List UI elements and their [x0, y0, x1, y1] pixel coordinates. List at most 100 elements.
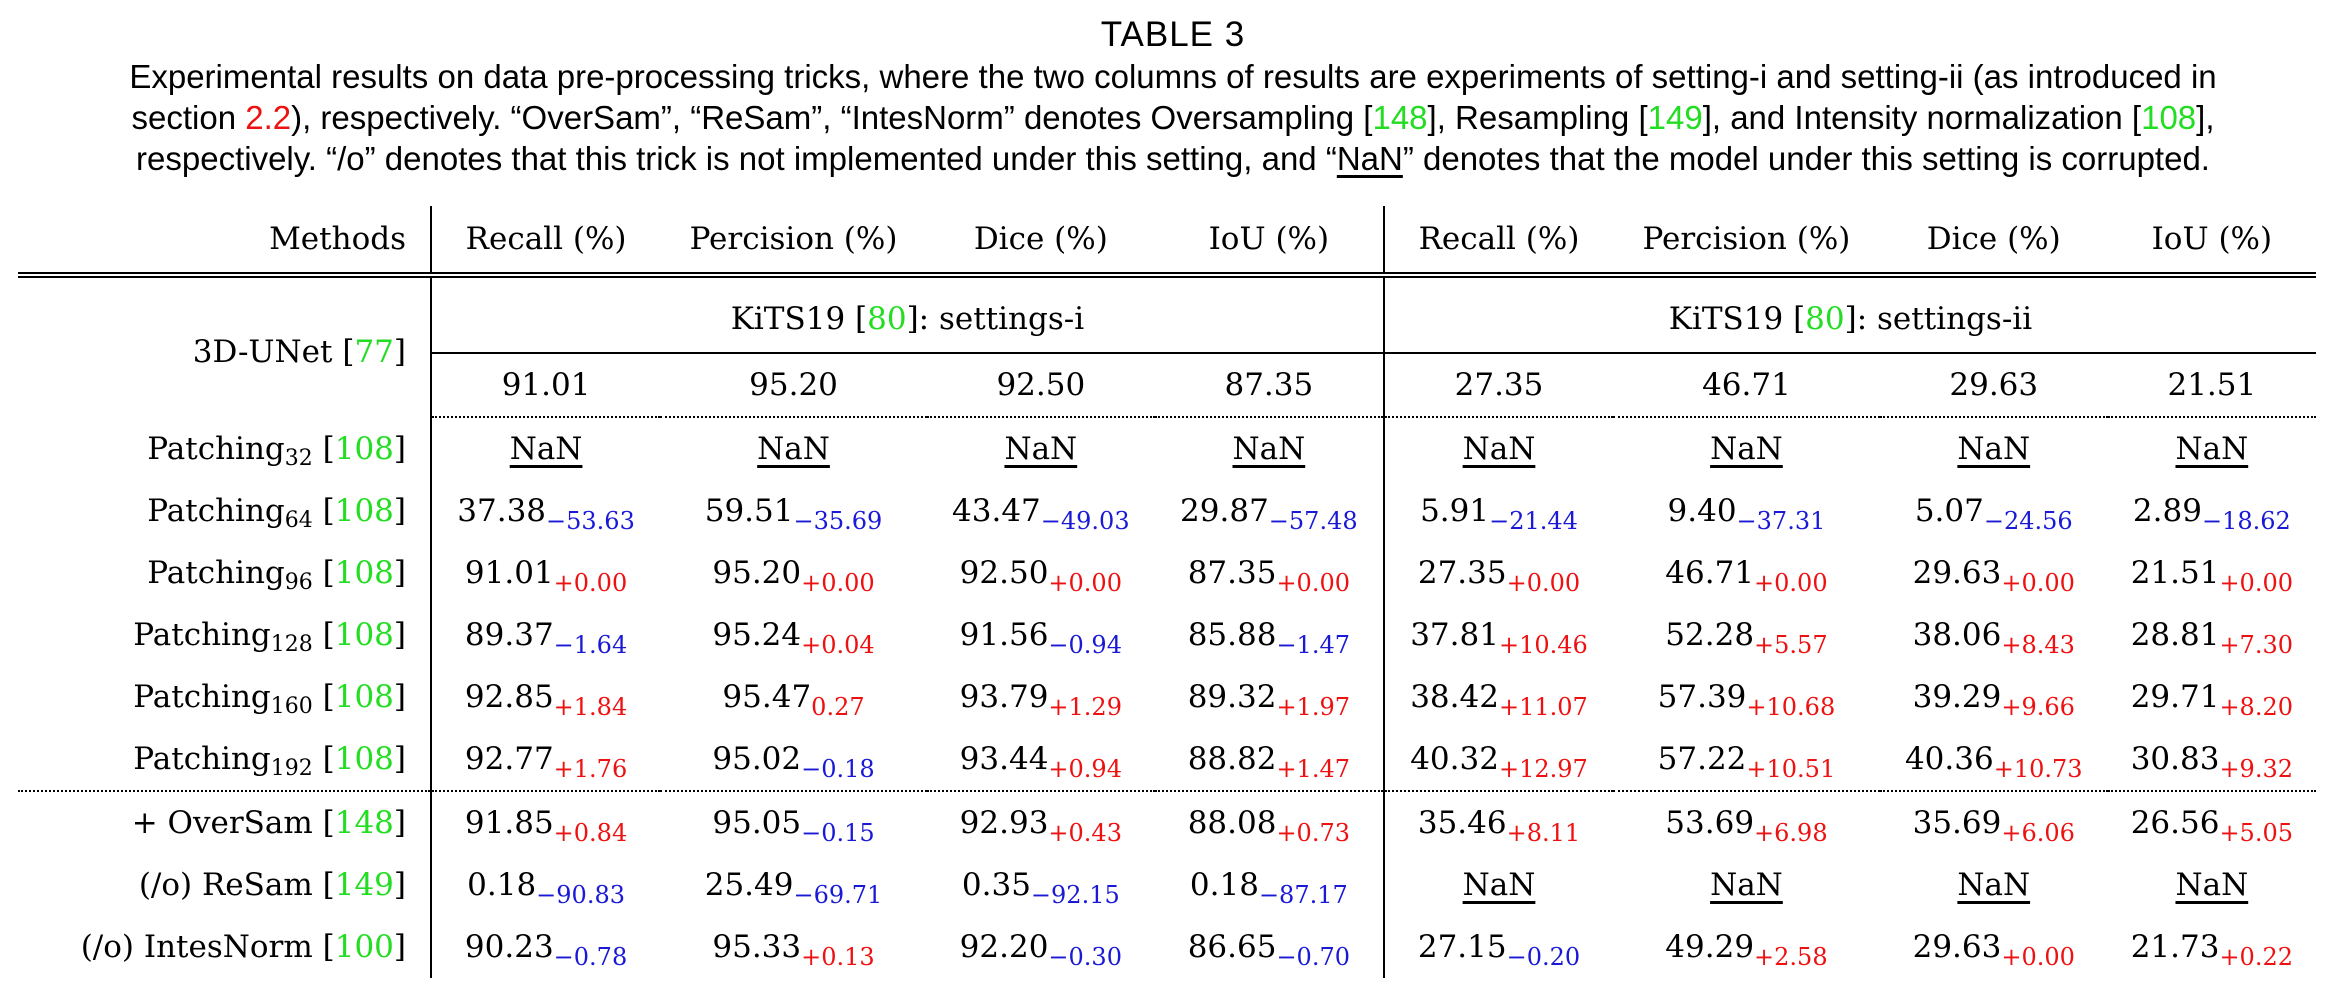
metric-value: 25.49	[704, 867, 794, 903]
caption-text: Experimental results on data pre-process…	[8, 56, 2338, 179]
delta-positive: +0.84	[553, 819, 628, 847]
metric-value: 87.35	[1187, 555, 1277, 591]
table-row: Patching32 [108] NaN NaN NaN NaN NaN NaN NaN NaN	[18, 417, 2316, 480]
section-link[interactable]: 2.2	[245, 99, 292, 136]
metric-value: 43.47	[952, 493, 1041, 529]
metric-cell: 29.63+0.00	[1880, 542, 2108, 604]
metric-cell: 92.20−0.30	[927, 916, 1155, 978]
metric-cell: 85.88−1.47	[1154, 604, 1385, 666]
metric-cell: 39.29+9.66	[1880, 666, 2108, 728]
metric-value: 0.35	[961, 867, 1031, 903]
metric-value: 2.89	[2132, 493, 2202, 529]
metric-value: 95.33	[712, 929, 802, 965]
method-name: + OverSam	[131, 805, 313, 841]
metric-cell: 91.85+0.84	[431, 791, 660, 854]
delta-positive: +8.43	[2001, 631, 2075, 659]
metric-value: 5.07	[1914, 493, 1984, 529]
method-name: Patching	[147, 555, 285, 591]
metric-cell: 92.93+0.43	[927, 791, 1155, 854]
citation-link[interactable]: 148	[1372, 99, 1428, 136]
table-row: Patching160 [108] 92.85+1.84 95.470.27 93.7…	[18, 666, 2316, 728]
metric-value: 92.85	[464, 679, 554, 715]
metric-cell: 90.23−0.78	[431, 916, 660, 978]
citation-link[interactable]: 108	[334, 679, 394, 715]
delta-positive: +0.22	[2219, 943, 2293, 971]
baseline-value: 95.20	[660, 353, 927, 418]
metric-cell: NaN	[927, 417, 1155, 480]
header-precision-ii: Percision (%)	[1613, 206, 1880, 278]
delta-positive: +8.11	[1506, 819, 1581, 847]
metric-cell: 38.42+11.07	[1384, 666, 1613, 728]
metric-cell: 27.15−0.20	[1384, 916, 1613, 978]
metric-value: NaN	[2175, 867, 2249, 903]
metric-cell: 30.83+9.32	[2107, 728, 2316, 792]
citation-link[interactable]: 108	[334, 430, 394, 467]
metric-value: 28.81	[2130, 617, 2220, 653]
delta-negative: −57.48	[1268, 507, 1358, 535]
metric-cell: 5.91−21.44	[1384, 480, 1613, 542]
metric-value: 40.32	[1410, 741, 1499, 777]
baseline-value: 29.63	[1879, 353, 2108, 418]
metric-cell: 0.18−90.83	[431, 854, 660, 916]
settings-i-label: KiTS19 [80]: settings-i	[431, 275, 1385, 354]
citation-link[interactable]: 148	[334, 805, 394, 841]
metric-cell: 28.81+7.30	[2108, 604, 2316, 666]
citation-link[interactable]: 80	[1805, 301, 1845, 337]
metric-cell: 86.65−0.70	[1154, 916, 1385, 978]
metric-value: 89.37	[464, 617, 554, 653]
caption-line-1: Experimental results on data pre-process…	[129, 58, 2217, 95]
citation-link[interactable]: 108	[334, 555, 394, 591]
delta-negative: −0.78	[553, 943, 628, 971]
metric-value: 5.91	[1420, 493, 1490, 529]
citation-link[interactable]: 108	[334, 741, 394, 777]
citation-link[interactable]: 149	[334, 867, 394, 903]
citation-link[interactable]: 100	[334, 929, 394, 965]
citation-link[interactable]: 108	[334, 617, 394, 653]
citation-link[interactable]: 77	[354, 333, 394, 370]
metric-value: 92.50	[959, 555, 1049, 591]
delta-positive: +5.57	[1754, 631, 1828, 659]
delta-positive: +1.84	[553, 693, 628, 721]
metric-cell: 40.32+12.97	[1383, 728, 1614, 792]
metric-cell: 2.89−18.62	[2108, 480, 2316, 542]
metric-cell: 27.35+0.00	[1384, 542, 1613, 604]
delta-negative: −0.94	[1048, 631, 1122, 659]
method-name: (/o) ReSam	[138, 867, 313, 903]
metric-cell: NaN	[1613, 854, 1880, 916]
citation-link[interactable]: 149	[1647, 99, 1703, 136]
method-name: Patching	[133, 679, 271, 715]
metric-value: NaN	[1004, 431, 1078, 467]
citation-link[interactable]: 108	[2141, 99, 2197, 136]
metric-cell: 89.32+1.97	[1154, 666, 1385, 728]
baseline-value: 27.35	[1383, 353, 1614, 418]
baseline-value: 87.35	[1154, 353, 1385, 418]
citation-link[interactable]: 80	[867, 301, 907, 337]
metric-value: NaN	[757, 431, 830, 467]
metric-value: 86.65	[1187, 929, 1277, 965]
metric-value: 40.36	[1904, 741, 1994, 777]
metric-value: 91.85	[464, 805, 554, 841]
delta-positive: +10.73	[1993, 755, 2083, 783]
citation-link[interactable]: 108	[334, 493, 394, 529]
metric-value: 38.42	[1410, 679, 1499, 715]
caption-text-part: ], and Intensity normalization [	[1702, 99, 2142, 136]
delta-positive: +0.00	[2001, 569, 2075, 597]
caption-text-part: ],	[2196, 99, 2215, 136]
metric-value: 57.39	[1657, 679, 1747, 715]
metric-cell: 40.36+10.73	[1879, 728, 2108, 792]
delta-positive: +10.68	[1746, 693, 1836, 721]
metric-value: 95.24	[712, 617, 802, 653]
metric-cell: 95.05−0.15	[660, 791, 927, 854]
method-name: Patching	[147, 430, 285, 467]
metric-value: 35.69	[1912, 805, 2002, 841]
delta-positive: +9.66	[2001, 693, 2075, 721]
metric-cell: 37.81+10.46	[1384, 604, 1613, 666]
settings-ii-label: KiTS19 [80]: settings-ii	[1383, 275, 2316, 354]
metric-value: 21.51	[2130, 555, 2220, 591]
delta-negative: −0.15	[801, 819, 875, 847]
delta-positive: +0.73	[1276, 819, 1350, 847]
metric-cell: 92.50+0.00	[927, 542, 1155, 604]
metric-cell: 93.79+1.29	[927, 666, 1155, 728]
delta-negative: −90.83	[536, 881, 625, 909]
dataset-name: KiTS19 [	[730, 301, 868, 337]
